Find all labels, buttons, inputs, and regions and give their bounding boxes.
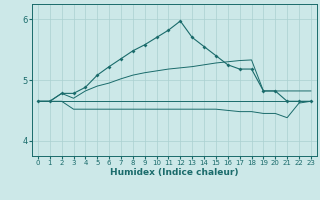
X-axis label: Humidex (Indice chaleur): Humidex (Indice chaleur) [110,168,239,177]
